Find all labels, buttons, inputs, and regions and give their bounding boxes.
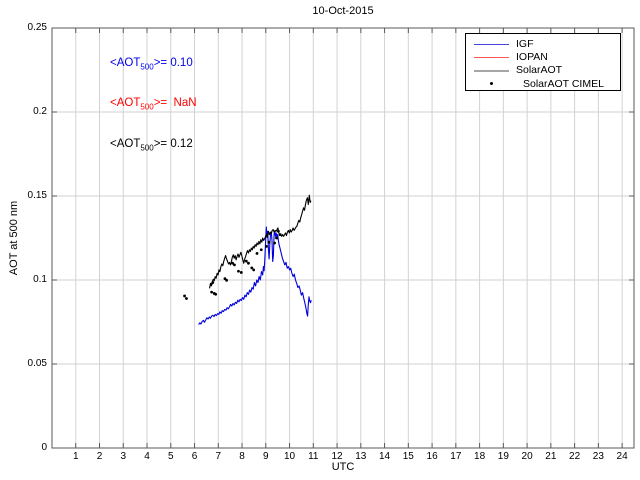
x-tick-label-9: 9 — [263, 451, 269, 462]
y-tick-label-0.1: 0.1 — [33, 274, 47, 285]
series-line-igf — [198, 226, 312, 325]
series-marker-solaraot-cimel — [185, 297, 188, 300]
series-marker-solaraot-cimel — [183, 294, 186, 298]
legend-label-igf: IGF — [516, 38, 534, 50]
y-axis-label: AOT at 500 nm — [8, 200, 20, 276]
legend-label-iopan: IOPAN — [516, 51, 548, 64]
x-tick-label-8: 8 — [239, 451, 245, 462]
legend-item-iopan: IOPAN — [466, 51, 620, 64]
x-axis-label: UTC — [331, 461, 355, 473]
legend-line-swatch-solaraot — [474, 70, 509, 73]
series-marker-solaraot-cimel — [214, 292, 218, 296]
x-tick-label-1: 1 — [72, 451, 79, 462]
series-marker-solaraot-cimel — [239, 271, 243, 274]
x-tick-label-21: 21 — [545, 451, 557, 462]
y-tick-label-0.05: 0.05 — [27, 358, 47, 369]
y-tick-label-0.25: 0.25 — [27, 22, 47, 33]
legend-label-solaraot-cimel: SolarAOT CIMEL — [523, 77, 604, 90]
legend-line-swatch-igf — [474, 44, 509, 45]
series-marker-solaraot-cimel — [210, 290, 214, 294]
x-tick-label-16: 16 — [426, 451, 438, 462]
x-tick-label-3: 3 — [120, 451, 127, 462]
y-tick-label-0.2: 0.2 — [33, 106, 47, 117]
series-marker-solaraot-cimel — [267, 240, 271, 244]
y-tick-label-0.15: 0.15 — [27, 190, 47, 201]
series-marker-solaraot-cimel — [265, 245, 268, 248]
legend-line-swatch-iopan — [474, 57, 509, 59]
chart-title: 10-Oct-2015 — [312, 5, 374, 17]
series-marker-solaraot-cimel — [231, 261, 234, 265]
axis-box — [51, 27, 635, 449]
series-marker-solaraot-cimel — [252, 268, 256, 272]
series-marker-solaraot-cimel — [247, 261, 250, 265]
series-marker-solaraot-cimel — [275, 236, 278, 240]
annotation-solaraot-mean: <AOT500>= 0.12 — [110, 138, 193, 153]
series-marker-solaraot-cimel — [259, 248, 263, 252]
legend-label-solaraot: SolarAOT — [516, 64, 563, 77]
series-marker-solaraot-cimel — [255, 252, 259, 255]
series-line-solaraot — [208, 194, 312, 289]
x-tick-label-18: 18 — [474, 451, 486, 462]
x-tick-label-22: 22 — [569, 451, 581, 462]
x-tick-label-5: 5 — [167, 451, 174, 462]
series-marker-solaraot-cimel — [237, 269, 240, 273]
x-tick-label-23: 23 — [592, 451, 604, 462]
x-tick-label-24: 24 — [616, 451, 628, 462]
series-marker-solaraot-cimel — [276, 229, 280, 233]
x-tick-label-12: 12 — [331, 451, 343, 462]
annotation-igf-mean: <AOT500>= 0.10 — [110, 57, 193, 72]
legend: IGF IOPAN SolarAOT SolarAOT CIMEL — [465, 33, 621, 91]
series-marker-solaraot-cimel — [273, 241, 276, 245]
x-tick-label-20: 20 — [521, 451, 533, 462]
legend-item-solaraot-cimel: SolarAOT CIMEL — [466, 78, 620, 91]
series-marker-solaraot-cimel — [244, 259, 248, 263]
series-marker-solaraot-cimel — [233, 263, 236, 267]
legend-item-igf: IGF — [466, 38, 620, 51]
x-tick-label-10: 10 — [283, 451, 296, 462]
series-marker-solaraot-cimel — [225, 278, 229, 282]
x-tick-label-6: 6 — [191, 451, 198, 462]
series-marker-solaraot-cimel — [250, 266, 254, 270]
x-tick-label-4: 4 — [144, 451, 150, 462]
x-tick-label-2: 2 — [96, 451, 103, 462]
series-marker-solaraot-cimel — [278, 233, 282, 237]
x-tick-label-17: 17 — [450, 451, 462, 462]
x-tick-label-11: 11 — [308, 451, 319, 462]
legend-dot-swatch-solaraot-cimel — [490, 81, 493, 85]
series-marker-solaraot-cimel — [211, 281, 215, 284]
annotation-iopan-mean: <AOT500>= NaN — [110, 97, 197, 112]
legend-item-solaraot: SolarAOT — [466, 64, 620, 77]
x-tick-label-19: 19 — [497, 451, 509, 462]
x-tick-label-13: 13 — [355, 451, 367, 462]
y-tick-label-0: 0 — [41, 442, 47, 453]
x-tick-label-15: 15 — [402, 451, 414, 462]
x-tick-label-14: 14 — [379, 451, 391, 462]
x-tick-label-7: 7 — [215, 451, 222, 462]
